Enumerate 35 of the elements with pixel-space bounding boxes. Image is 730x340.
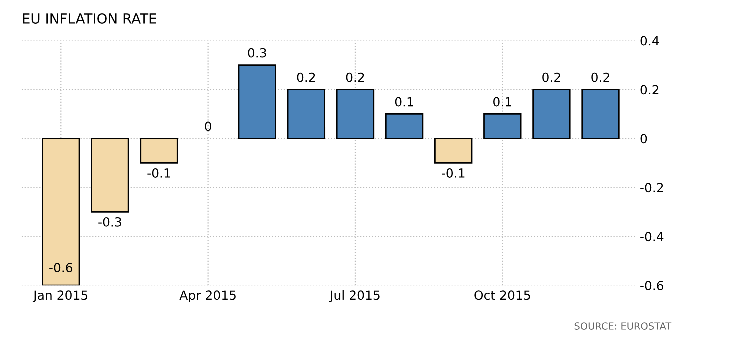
bar — [532, 89, 571, 140]
x-tick-label: Jul 2015 — [329, 290, 380, 302]
data-label: 0.1 — [494, 97, 512, 107]
x-tick-label: Jan 2015 — [32, 290, 88, 302]
y-tick-label: -0.4 — [640, 232, 664, 242]
data-label: 0 — [205, 122, 212, 132]
y-tick-label: 0.4 — [640, 36, 660, 46]
data-label: 0.2 — [346, 72, 364, 82]
data-label: 0.3 — [248, 48, 266, 58]
bar — [582, 89, 620, 140]
bar — [140, 138, 178, 164]
bar — [385, 114, 424, 140]
x-tick-label: Oct 2015 — [474, 290, 530, 300]
bar — [336, 89, 375, 140]
bar — [484, 114, 522, 140]
bar — [287, 89, 326, 140]
data-label: 0.2 — [297, 72, 316, 82]
y-tick-label: 0.2 — [640, 85, 659, 95]
source-note: SOURCE: EUROSTAT — [574, 322, 672, 330]
data-label: -0.3 — [98, 217, 122, 227]
data-label: 0.2 — [592, 72, 610, 82]
y-tick-label: -0.2 — [640, 183, 664, 193]
data-label: -0.1 — [442, 168, 465, 178]
x-tick-label: Apr 2015 — [180, 290, 236, 303]
data-label: -0.1 — [148, 168, 170, 178]
bar — [434, 138, 473, 164]
y-tick-label: 0 — [640, 134, 648, 144]
bar — [238, 64, 276, 140]
bar — [42, 138, 80, 286]
data-label: 0.1 — [395, 97, 414, 107]
y-tick-label: -0.6 — [640, 281, 664, 291]
data-label: -0.6 — [50, 263, 73, 273]
chart-title: EU INFLATION RATE — [23, 13, 156, 24]
data-label: 0.2 — [542, 72, 560, 82]
bar — [91, 138, 130, 213]
